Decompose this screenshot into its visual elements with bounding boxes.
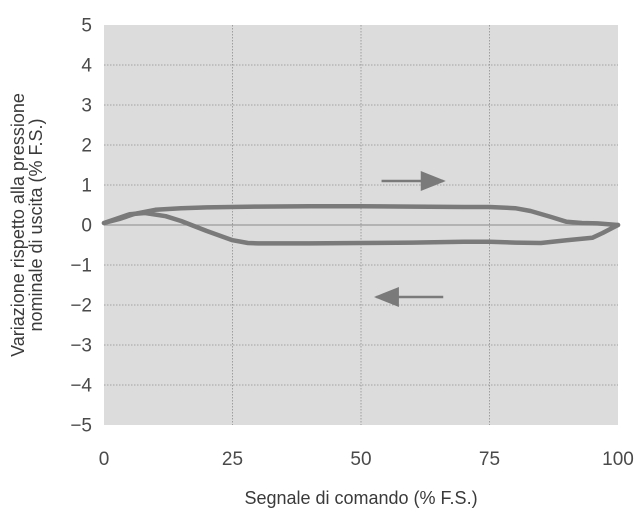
y-tick-label: 0 xyxy=(81,216,92,237)
x-tick-label: 50 xyxy=(350,449,371,470)
y-tick-label: −3 xyxy=(70,336,92,357)
y-tick-label: −4 xyxy=(70,376,92,397)
y-tick-label: −2 xyxy=(70,296,92,317)
y-tick-label: 2 xyxy=(81,136,92,157)
y-axis-title-line-2: nominale di uscita (% F.S.) xyxy=(26,118,46,331)
y-tick-label: 1 xyxy=(81,176,92,197)
y-tick-label: 3 xyxy=(81,96,92,117)
x-tick-label: 0 xyxy=(99,449,110,470)
axis-titles: Segnale di comando (% F.S.) Variazione r… xyxy=(8,93,478,508)
series-layer xyxy=(101,203,621,246)
y-tick-label: −1 xyxy=(70,256,92,277)
x-axis-title: Segnale di comando (% F.S.) xyxy=(244,488,477,508)
x-tick-label: 75 xyxy=(479,449,500,470)
arrow-layer xyxy=(373,171,446,307)
y-axis-title-line-1: Variazione rispetto alla pressione xyxy=(8,93,28,357)
series-line-decreasing xyxy=(101,210,621,246)
y-tick-label: −5 xyxy=(70,416,92,437)
y-tick-label: 4 xyxy=(81,56,92,77)
y-tick-label: 5 xyxy=(81,16,92,37)
series-line-increasing xyxy=(101,203,621,228)
tick-labels: 5 4 3 2 1 0 −1 −2 −3 −4 −5 0 25 50 75 100 xyxy=(70,16,634,471)
x-tick-label: 100 xyxy=(602,449,634,470)
x-tick-label: 25 xyxy=(222,449,243,470)
